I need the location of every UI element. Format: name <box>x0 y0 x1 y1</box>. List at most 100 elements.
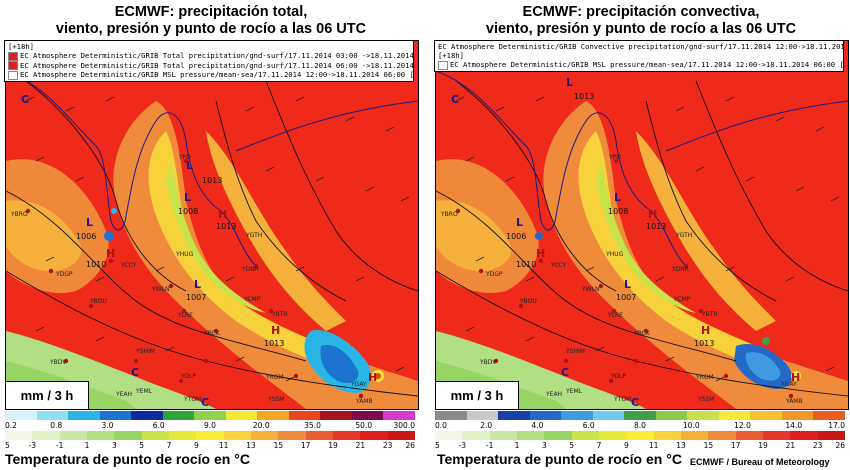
dewpoint-tick-label: 1 <box>84 441 90 450</box>
precipitation-area <box>745 352 781 381</box>
title-line-1: ECMWF: precipitación total, <box>114 4 308 20</box>
high-value: 1013 <box>264 339 284 348</box>
station-dot <box>518 303 524 309</box>
dewpoint-tick-label: 21 <box>355 441 366 450</box>
station-dot <box>598 283 604 289</box>
station-label: YDNR <box>241 266 259 273</box>
precip-tick-label: 17.0 <box>828 421 845 430</box>
precip-color-swatch <box>383 411 415 420</box>
precip-tick-label: 6.0 <box>582 421 595 430</box>
station-label: YSSM <box>697 396 714 403</box>
dewpoint-color-swatch <box>462 431 490 440</box>
station-label: YTOM <box>613 396 631 403</box>
precip-tick-label: 35.0 <box>304 421 321 430</box>
title-line-2: viento, presión y punto de rocío a las 0… <box>55 21 367 37</box>
dewpoint-color-swatch <box>571 431 599 440</box>
station-label: YAMB <box>785 398 803 405</box>
precip-color-swatch <box>68 411 100 420</box>
layer-color-chip <box>8 70 18 80</box>
dewpoint-color-swatch <box>223 431 251 440</box>
station-dot <box>293 373 299 379</box>
dewpoint-color-swatch <box>653 431 681 440</box>
station-dot <box>133 358 139 364</box>
high-marker: H <box>218 208 227 221</box>
dewpoint-colorbar <box>5 431 415 440</box>
high-marker: H <box>271 324 280 337</box>
unit-label: mm / 3 h <box>5 381 89 410</box>
layer-line: EC Atmosphere Deterministic/GRIB Total p… <box>8 61 413 70</box>
dewpoint-region <box>436 200 512 272</box>
dewpoint-color-swatch <box>516 431 545 440</box>
panel-title: ECMWF: precipitación total, viento, pres… <box>2 4 420 38</box>
layer-text: EC Atmosphere Deterministic/GRIB MSL pre… <box>450 60 844 69</box>
dewpoint-region <box>206 131 346 331</box>
low-value: 1008 <box>178 207 198 216</box>
low-value: 1006 <box>76 232 96 241</box>
panel-convective-precipitation: ECMWF: precipitación convectiva, viento,… <box>432 0 850 470</box>
precip-color-swatch <box>655 411 688 420</box>
precip-color-swatch <box>99 411 132 420</box>
low-marker: C <box>451 93 459 106</box>
wind-barbs <box>25 96 410 382</box>
high-marker: H <box>791 371 800 384</box>
dewpoint-color-swatch <box>790 431 818 440</box>
dewpoint-tick-label: 13 <box>676 441 686 450</box>
precip-tick-label: 300.0 <box>393 421 415 430</box>
precip-tick-label: 12.0 <box>734 421 751 430</box>
high-value: 1010 <box>516 260 536 269</box>
station-dot <box>108 258 114 264</box>
precip-color-swatch <box>750 411 782 420</box>
dewpoint-color-swatch <box>86 431 115 440</box>
dewpoint-tick-label: -1 <box>55 441 64 450</box>
low-marker: L <box>186 159 193 172</box>
precip-color-swatch <box>5 411 37 420</box>
precip-tick-label: 14.0 <box>785 421 803 430</box>
station-markers <box>455 158 794 399</box>
title-line-1: ECMWF: precipitación convectiva, <box>522 4 760 20</box>
title-line-2: viento, presión y punto de rocío a las 0… <box>485 21 797 37</box>
low-value: 1008 <box>608 207 628 216</box>
precip-tick-label: 6.0 <box>152 421 165 430</box>
station-label: YDNR <box>671 266 689 273</box>
dewpoint-tick-label: -3 <box>28 441 37 450</box>
dewpoint-color-swatch <box>762 431 791 440</box>
layer-legend: EC Atmosphere Deterministic/GRIB Convect… <box>434 40 844 72</box>
station-label: YSSM <box>267 396 284 403</box>
station-label: YCMP <box>243 296 261 303</box>
dewpoint-color-swatch <box>544 431 572 440</box>
layer-color-chip <box>8 51 18 61</box>
station-dot <box>478 268 484 274</box>
station-dot <box>183 158 189 164</box>
dewpoint-tick-label: 11 <box>218 441 229 450</box>
dewpoint-color-swatch <box>435 431 463 440</box>
layer-legend: [+18h] EC Atmosphere Deterministic/GRIB … <box>4 40 414 82</box>
low-value: 1007 <box>186 293 206 302</box>
low-marker: L <box>614 191 621 204</box>
station-label: YSHIM <box>565 348 585 355</box>
precip-colorbar-labels: 0.0 2.0 4.0 6.0 8.0 10.0 12.0 14.0 17.0 <box>435 421 845 431</box>
station-label: YGTH <box>245 232 262 239</box>
low-value: 1007 <box>616 293 636 302</box>
precip-color-swatch <box>687 411 719 420</box>
high-marker: H <box>648 208 657 221</box>
layer-line: EC Atmosphere Deterministic/GRIB Convect… <box>438 42 844 51</box>
precip-color-swatch <box>320 411 352 420</box>
station-label: YCMP <box>673 296 691 303</box>
map-canvas: L 1006 L 1008 L 1013 L 1007 C C C H 1013… <box>436 41 848 409</box>
dewpoint-tick-label: 9 <box>193 441 199 450</box>
dewpoint-region <box>166 161 266 313</box>
station-label: YCCY <box>550 262 567 269</box>
layer-line: EC Atmosphere Deterministic/GRIB MSL pre… <box>438 60 843 70</box>
station-label: YBOU <box>89 298 107 305</box>
low-marker: L <box>566 76 573 89</box>
dewpoint-color-swatch <box>489 431 517 440</box>
station-label: YROM <box>265 374 284 381</box>
low-value: 1013 <box>202 176 222 185</box>
precip-colorbar <box>435 411 845 420</box>
station-label: YEML <box>135 388 153 395</box>
wind-barbs <box>455 96 840 382</box>
dewpoint-color-swatch <box>817 431 845 440</box>
dewpoint-region <box>596 161 696 313</box>
station-dot <box>611 308 617 314</box>
dewpoint-tick-label: 19 <box>758 441 768 450</box>
